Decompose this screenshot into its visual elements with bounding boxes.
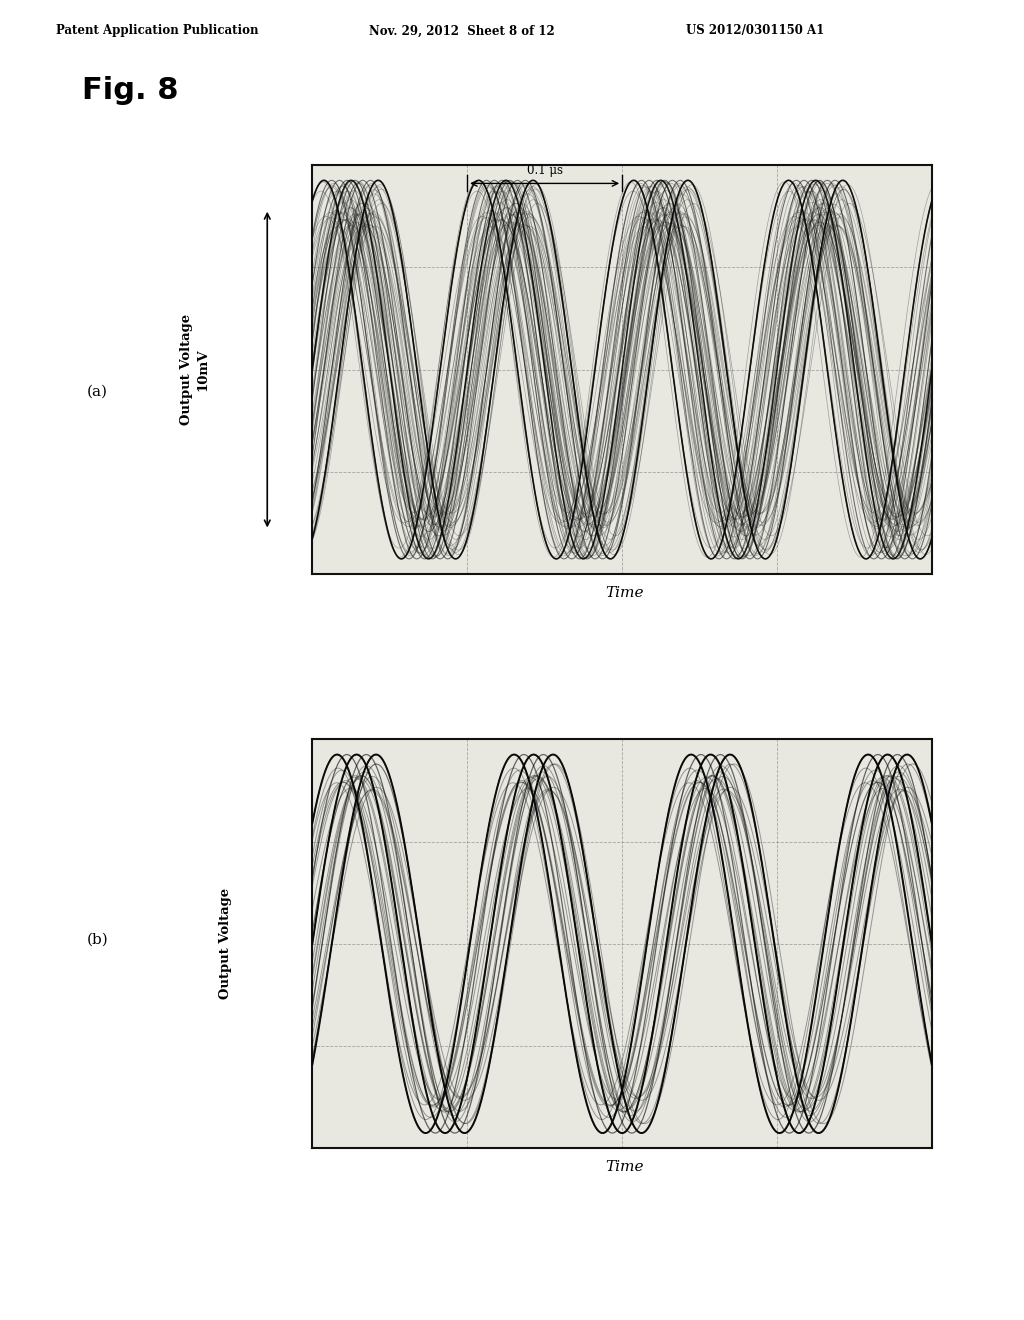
Text: Time: Time xyxy=(605,1160,644,1173)
Text: Fig. 8: Fig. 8 xyxy=(82,77,178,106)
Text: (a): (a) xyxy=(87,385,109,399)
Text: 0.1 μs: 0.1 μs xyxy=(526,164,562,177)
Text: Patent Application Publication: Patent Application Publication xyxy=(56,24,259,37)
Text: Time: Time xyxy=(605,586,644,599)
Text: Nov. 29, 2012  Sheet 8 of 12: Nov. 29, 2012 Sheet 8 of 12 xyxy=(369,24,554,37)
Text: Output Voltage: Output Voltage xyxy=(219,888,231,999)
Text: US 2012/0301150 A1: US 2012/0301150 A1 xyxy=(686,24,824,37)
Text: (b): (b) xyxy=(87,933,109,946)
Text: Output Voltage
10mV: Output Voltage 10mV xyxy=(180,314,209,425)
